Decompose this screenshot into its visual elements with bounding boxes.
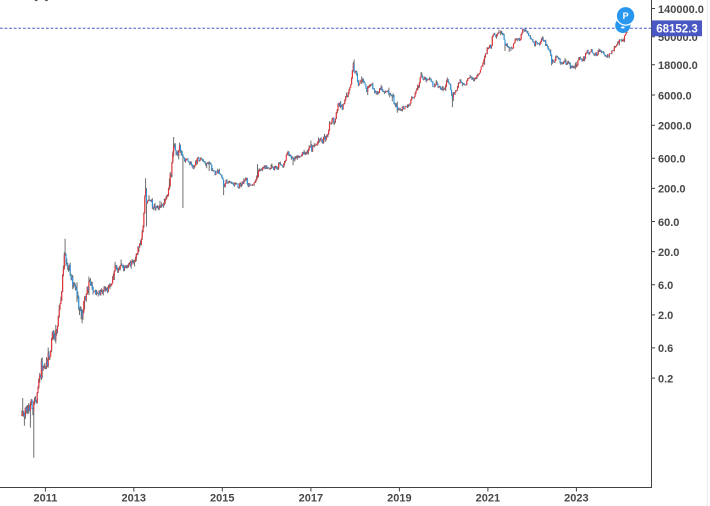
svg-text:18000.0: 18000.0	[658, 60, 698, 72]
svg-text:0.6: 0.6	[658, 343, 673, 355]
svg-text:2023: 2023	[564, 492, 588, 504]
svg-text:2.0: 2.0	[658, 310, 673, 322]
svg-text:6.0: 6.0	[658, 280, 673, 292]
svg-text:0.2: 0.2	[658, 373, 673, 385]
svg-text:P: P	[623, 11, 629, 21]
svg-text:2021: 2021	[476, 492, 500, 504]
svg-text:600.0: 600.0	[658, 154, 686, 166]
svg-text:2013: 2013	[122, 492, 146, 504]
svg-text:68152.3: 68152.3	[656, 23, 698, 35]
svg-text:140000.0: 140000.0	[658, 4, 704, 16]
svg-text:6000.0: 6000.0	[658, 90, 692, 102]
svg-text:20.0: 20.0	[658, 247, 679, 259]
svg-text:2017: 2017	[299, 492, 323, 504]
svg-text:200.0: 200.0	[658, 184, 686, 196]
svg-text:2000.0: 2000.0	[658, 121, 692, 133]
svg-text:2019: 2019	[387, 492, 411, 504]
svg-text:2011: 2011	[33, 492, 57, 504]
svg-text:60.0: 60.0	[658, 217, 679, 229]
svg-text:2015: 2015	[210, 492, 234, 504]
